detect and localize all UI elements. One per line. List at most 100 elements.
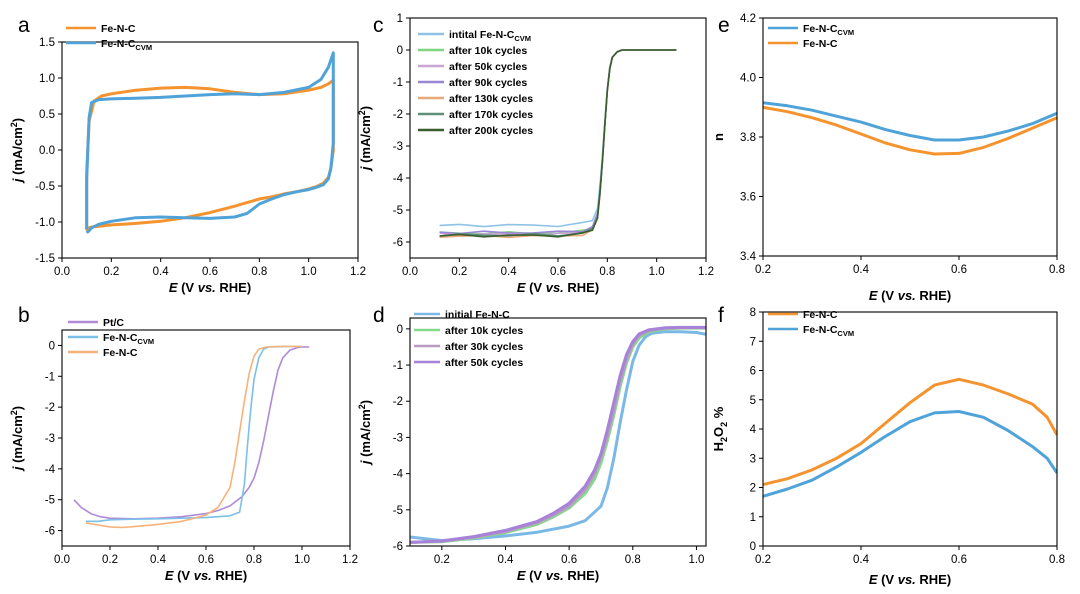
y-tick-label: 7 <box>750 336 756 348</box>
x-tick-label: 0.8 <box>251 266 267 278</box>
y-tick-label: 3.8 <box>740 132 756 144</box>
y-tick-label: -1.0 <box>35 217 55 229</box>
y-tick-label: 0.5 <box>39 109 55 121</box>
x-tick-label: 0.4 <box>853 554 870 566</box>
y-axis-label: n <box>711 133 726 141</box>
x-tick-label: 0.4 <box>853 264 870 276</box>
y-tick-label: 0 <box>397 45 403 57</box>
panel-label: e <box>718 14 730 37</box>
legend-label: Pt/C <box>103 317 124 329</box>
x-axis-label: E (V vs. RHE) <box>169 280 251 295</box>
y-tick-label: 8 <box>750 307 756 319</box>
legend-label: Fe-N-C <box>803 38 838 50</box>
y-tick-label: 0.0 <box>39 145 55 157</box>
y-tick-label: 3.4 <box>740 251 757 263</box>
y-axis-label: j (mA/cm2) <box>357 106 373 172</box>
series-line-e-1 <box>763 105 1057 156</box>
y-tick-label: -6 <box>393 541 403 553</box>
panel-d: d 0.2 0.4 0.6 0.8 1.0 -6 -5 -4 -3 -2 -1 0 E (V vs. RH… <box>357 304 707 583</box>
y-tick-label: -1 <box>45 371 55 383</box>
y-tick-label: -2 <box>393 396 403 408</box>
axes-frame <box>762 311 1058 547</box>
y-tick-label: -1 <box>393 77 403 89</box>
y-tick-label: -3 <box>45 433 55 445</box>
y-tick-label: 4.0 <box>740 73 756 85</box>
x-tick-label: 0.2 <box>755 264 771 276</box>
legend-label: Fe-N-CCVM <box>803 324 854 338</box>
panel-f: f 0.2 0.4 0.6 0.8 0 1 2 3 4 5 6 7 8 E (V vs. RHE) H2O2 … <box>711 304 1065 587</box>
series-line-f-0 <box>763 377 1057 487</box>
plot-area <box>73 345 310 529</box>
y-tick-label: 6 <box>750 366 756 378</box>
y-tick-label: -0.5 <box>35 181 55 193</box>
y-tick-label: 1.0 <box>39 73 55 85</box>
y-tick-label: -1.5 <box>35 253 55 265</box>
legend-label: after 50k cycles <box>445 357 523 369</box>
series-line-a-0 <box>85 78 335 231</box>
plot-area <box>85 51 335 234</box>
y-tick-label: -4 <box>393 173 404 185</box>
series-line-c-6 <box>439 49 677 238</box>
x-tick-label: 0.6 <box>202 266 218 278</box>
x-tick-label: 1.0 <box>294 554 310 566</box>
y-tick-label: 1 <box>750 512 756 524</box>
x-tick-label: 1.0 <box>301 266 317 278</box>
y-tick-label: -3 <box>393 432 403 444</box>
y-tick-label: 3 <box>750 453 756 465</box>
x-tick-label: 0.8 <box>1049 264 1065 276</box>
y-axis-label: j (mA/cm2) <box>357 400 373 466</box>
series-line-d-0 <box>410 330 706 543</box>
y-tick-label: 0 <box>750 541 756 553</box>
y-tick-label: -4 <box>45 464 56 476</box>
panel-e: e 0.2 0.4 0.6 0.8 3.4 3.6 3.8 4.0 4.2 E (V vs. RHE… <box>711 13 1065 303</box>
series-line-f-1 <box>763 410 1057 498</box>
panel-label: b <box>18 304 30 327</box>
panel-a: a 0.0 0.2 0.4 0.6 0.8 1.0 1.2 -1.5 -1.0 -0.5 0.0 0.5… <box>9 14 366 295</box>
y-tick-label: 4.2 <box>740 13 756 25</box>
y-tick-label: 2 <box>750 483 756 495</box>
y-tick-label: 1.5 <box>39 37 55 49</box>
legend: Fe-N-C Fe-N-CCVM <box>66 23 152 52</box>
x-tick-label: 0.8 <box>625 554 641 566</box>
x-tick-label: 1.2 <box>350 266 366 278</box>
plot-area <box>439 49 677 239</box>
legend-label: Fe-N-C <box>101 23 136 35</box>
legend: initial Fe-N-C after 10k cycles after 30k … <box>414 309 523 369</box>
y-tick-label: -6 <box>393 237 403 249</box>
x-tick-label: 0.6 <box>951 554 967 566</box>
x-tick-label: 0.0 <box>54 266 70 278</box>
x-tick-label: 1.2 <box>342 554 358 566</box>
y-tick-label: -5 <box>45 495 55 507</box>
x-tick-label: 0.4 <box>497 554 514 566</box>
x-tick-label: 0.4 <box>153 266 170 278</box>
y-tick-label: -5 <box>393 505 403 517</box>
panel-label: f <box>718 304 724 327</box>
x-tick-label: 0.2 <box>755 554 771 566</box>
legend-label: after 10k cycles <box>445 325 523 337</box>
legend-label: intital Fe-N-CCVM <box>449 29 531 43</box>
plot-area <box>763 101 1057 156</box>
legend-label: after 130k cycles <box>449 93 533 105</box>
y-tick-label: 5 <box>750 395 756 407</box>
y-tick-label: -1 <box>393 360 403 372</box>
panel-label: c <box>373 14 384 37</box>
plot-area <box>410 325 706 544</box>
legend-label: after 10k cycles <box>449 45 527 57</box>
legend-label: Fe-N-CCVM <box>103 332 154 346</box>
legend-label: after 30k cycles <box>445 341 523 353</box>
x-tick-label: 0.0 <box>54 554 70 566</box>
legend-label: Fe-N-C <box>103 347 138 359</box>
x-tick-label: 0.6 <box>550 266 566 278</box>
y-axis-label: j (mA/cm2) <box>9 118 25 184</box>
y-tick-label: -6 <box>45 526 55 538</box>
panel-c: c 0.0 0.2 0.4 0.6 0.8 1.0 1.2 -6 -5 -4 -3 -2 -1 0 1 E (V… <box>357 13 714 295</box>
x-tick-label: 0.6 <box>198 554 214 566</box>
y-axis-label: H2O2 % <box>711 406 729 451</box>
x-tick-label: 1.0 <box>649 266 665 278</box>
x-tick-label: 0.8 <box>246 554 262 566</box>
x-axis-label: E (V vs. RHE) <box>869 572 951 587</box>
x-tick-label: 0.0 <box>402 266 418 278</box>
